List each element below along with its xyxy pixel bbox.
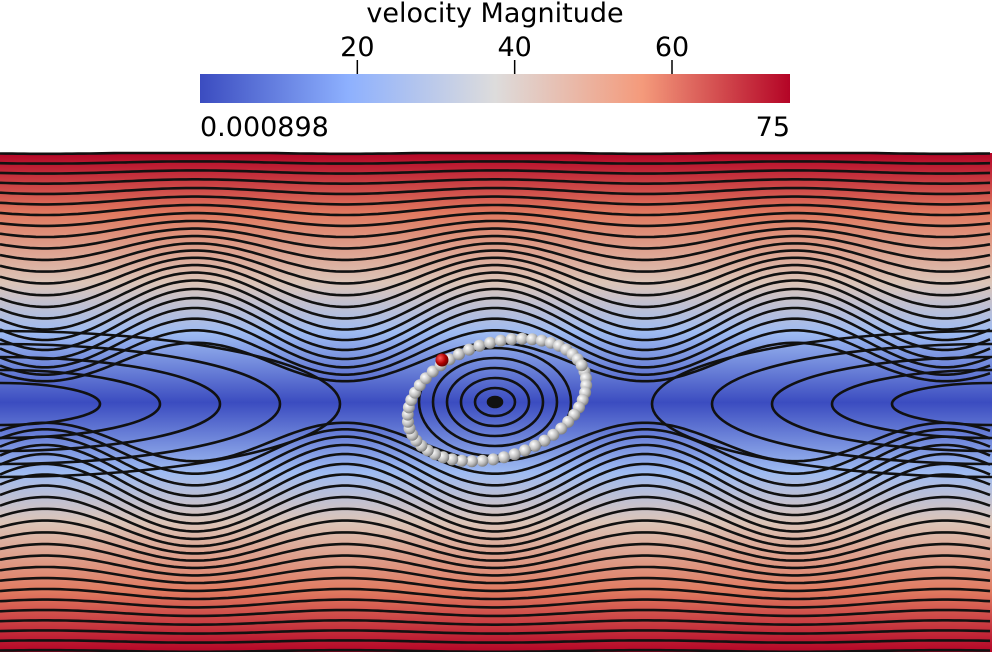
streamline [0,639,991,644]
streamline [0,242,991,273]
streamline [0,279,991,331]
streamline [0,565,991,585]
edge-loop [0,342,282,466]
vortex-loop [473,386,517,418]
particle [519,444,531,457]
streamline [0,178,991,185]
streamline [0,271,991,320]
particle [497,451,510,464]
streamline [0,256,991,297]
edge-loop [0,329,342,479]
streamline [0,249,991,285]
streamline [0,618,991,627]
streamline [0,507,991,548]
streamline [0,542,991,570]
particle [494,334,507,347]
streamline [0,554,991,577]
streamline [0,287,991,342]
streamline [0,519,991,555]
streamline [0,203,991,217]
vortex-loop [445,366,545,438]
vortex-core [486,395,504,409]
colorbar-tick-label: 40 [497,32,531,63]
colorbar-tick-label: 20 [340,32,374,63]
particle [455,454,468,467]
streamline [0,576,991,593]
streamline [0,195,991,206]
colorbar-tick-label: 60 [655,32,689,63]
streamline [0,495,991,541]
particle [446,453,459,466]
streamline [0,608,991,618]
streamline [0,462,991,517]
particle [516,332,529,345]
edge-loop [0,381,102,427]
particle [465,455,478,468]
streamline [0,160,991,165]
streamline [0,227,991,250]
vortex-loop [431,356,559,448]
streamline [0,296,991,352]
colorbar-max-label: 75 [756,112,790,143]
particle [538,434,551,447]
edge-loop [770,355,992,453]
streamline [0,427,991,476]
particle [476,454,489,467]
particle [508,448,521,461]
edge-loop [710,342,992,466]
streamline [0,484,991,533]
particle [529,439,541,452]
particle [535,334,548,347]
streamline [0,151,991,156]
edge-loop [830,368,992,440]
streamline [0,306,991,361]
particle [526,333,539,346]
particle [487,453,500,466]
edge-loop [0,368,162,440]
edge-loop [890,381,992,427]
streamline [0,234,991,262]
streamline [0,317,991,369]
particle [547,428,560,441]
vortex-loop [459,376,531,428]
streamline [0,452,991,508]
edge-loop [650,329,992,479]
particle [575,359,588,372]
streamline [0,169,991,175]
edge-loop [0,355,222,453]
streamline [0,629,991,635]
streamline [0,443,991,498]
particle [473,339,486,352]
particles [401,332,593,468]
streamline [0,473,991,525]
particle [484,336,497,349]
colorbar [200,74,790,103]
streamline [0,211,991,228]
particle-highlight [435,353,449,367]
streamline [0,587,991,601]
streamlines [0,151,992,652]
streamline [0,598,991,609]
streamline [0,328,991,377]
particle [505,333,518,346]
colorbar-title: velocity Magnitude [366,0,623,29]
particle [453,348,465,361]
streamline [0,435,991,487]
streamline [0,186,991,196]
streamline [0,531,991,562]
colorbar-min-label: 0.000898 [200,112,329,143]
streamline [0,263,991,309]
streamline [0,219,991,239]
particle [463,343,475,356]
